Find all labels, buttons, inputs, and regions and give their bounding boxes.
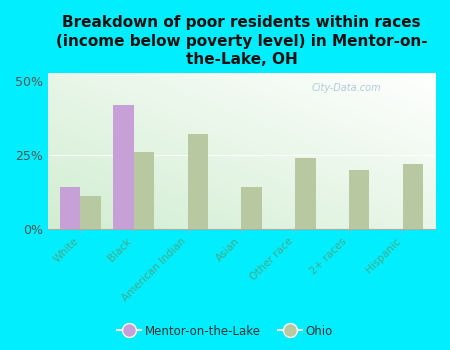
Bar: [80, 196, 100, 229]
Text: City-Data.com: City-Data.com: [311, 83, 381, 93]
Bar: [403, 164, 423, 229]
Bar: [295, 158, 315, 229]
Bar: [134, 152, 154, 229]
Bar: [188, 134, 208, 229]
Bar: [349, 170, 369, 229]
Bar: [242, 187, 262, 229]
Legend: Mentor-on-the-Lake, Ohio: Mentor-on-the-Lake, Ohio: [112, 320, 338, 342]
Bar: [113, 105, 134, 229]
Title: Breakdown of poor residents within races
(income below poverty level) in Mentor-: Breakdown of poor residents within races…: [56, 15, 427, 67]
Bar: [60, 187, 80, 229]
